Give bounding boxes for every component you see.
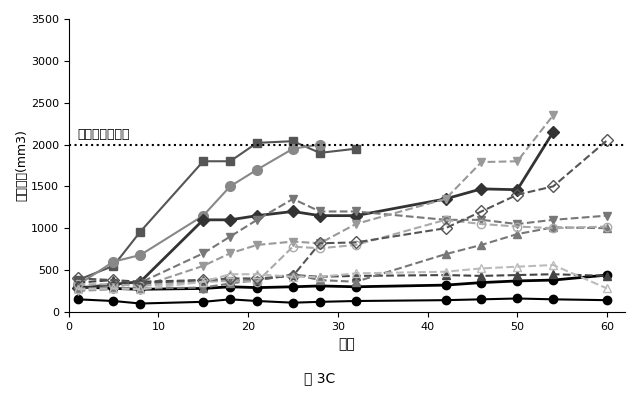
Text: エンドポイント: エンドポイント <box>77 128 130 141</box>
Y-axis label: 腫瘍体積(mm3): 腫瘍体積(mm3) <box>15 129 28 201</box>
Text: 図 3C: 図 3C <box>305 371 335 385</box>
X-axis label: 日数: 日数 <box>339 337 355 351</box>
